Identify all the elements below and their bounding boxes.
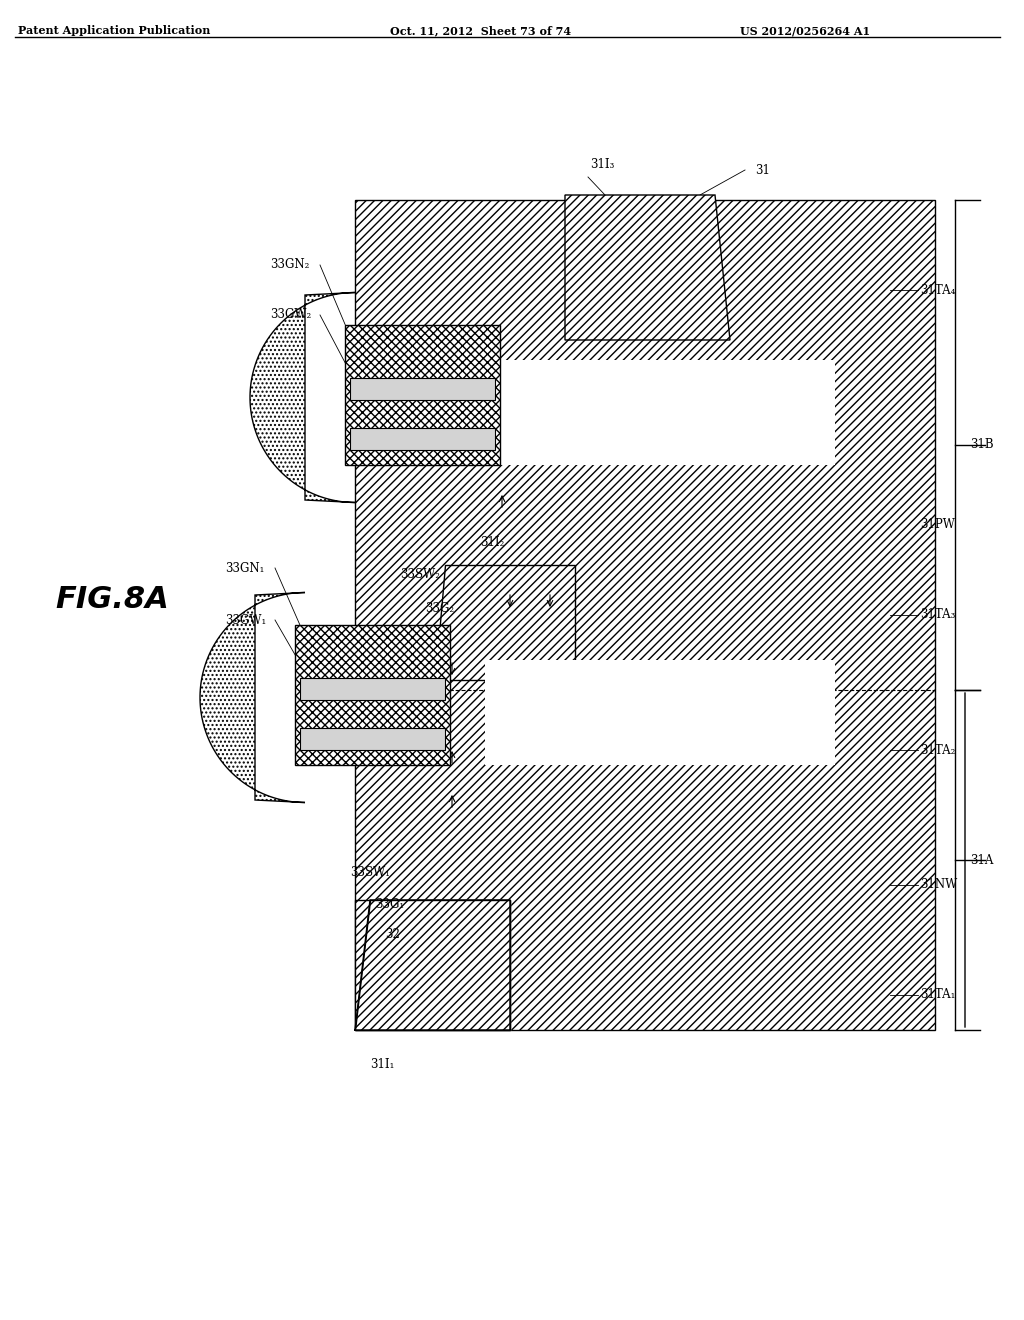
FancyBboxPatch shape: [485, 660, 835, 766]
Text: 31TA₃: 31TA₃: [920, 609, 955, 622]
FancyBboxPatch shape: [355, 201, 935, 1030]
Text: 33SW₂: 33SW₂: [400, 569, 440, 582]
FancyBboxPatch shape: [355, 900, 510, 1030]
Text: 31A: 31A: [970, 854, 993, 866]
Text: 31TA₁: 31TA₁: [920, 989, 955, 1002]
Text: 33GN₁: 33GN₁: [225, 561, 264, 574]
Text: 33GW₁: 33GW₁: [225, 614, 266, 627]
FancyBboxPatch shape: [345, 325, 500, 465]
Text: 33SW₁: 33SW₁: [350, 866, 390, 879]
Polygon shape: [565, 195, 730, 341]
Text: 31B: 31B: [970, 438, 993, 451]
Text: Patent Application Publication: Patent Application Publication: [18, 25, 210, 36]
Polygon shape: [355, 900, 510, 1030]
Text: 31PW: 31PW: [920, 519, 954, 532]
FancyBboxPatch shape: [485, 360, 835, 465]
Text: 31: 31: [755, 164, 770, 177]
Text: FIG.8A: FIG.8A: [55, 586, 169, 615]
Text: Oct. 11, 2012  Sheet 73 of 74: Oct. 11, 2012 Sheet 73 of 74: [390, 25, 571, 36]
Text: 31I₃: 31I₃: [590, 158, 614, 172]
Polygon shape: [355, 900, 510, 1030]
Text: 31CH₁: 31CH₁: [550, 706, 589, 719]
Text: 31I₁: 31I₁: [370, 1059, 394, 1072]
Text: 32: 32: [385, 928, 400, 941]
Text: 32: 32: [435, 628, 450, 642]
Text: 33GW₂: 33GW₂: [270, 309, 311, 322]
FancyBboxPatch shape: [350, 428, 495, 450]
Text: US 2012/0256264 A1: US 2012/0256264 A1: [740, 25, 870, 36]
Text: 31NW: 31NW: [920, 879, 957, 891]
FancyBboxPatch shape: [300, 729, 445, 750]
Polygon shape: [250, 293, 355, 503]
Polygon shape: [200, 593, 305, 803]
Text: 33GN₂: 33GN₂: [270, 259, 309, 272]
Text: 31I₂: 31I₂: [480, 536, 505, 549]
FancyBboxPatch shape: [350, 378, 495, 400]
Text: 31CH₂: 31CH₂: [600, 407, 639, 420]
Text: 33G₁: 33G₁: [375, 899, 404, 912]
Polygon shape: [435, 565, 575, 680]
Text: 31TA₄: 31TA₄: [920, 284, 955, 297]
FancyBboxPatch shape: [295, 624, 450, 766]
Text: 31TA₂: 31TA₂: [920, 743, 955, 756]
Text: 33G₂: 33G₂: [425, 602, 454, 615]
FancyBboxPatch shape: [300, 678, 445, 700]
